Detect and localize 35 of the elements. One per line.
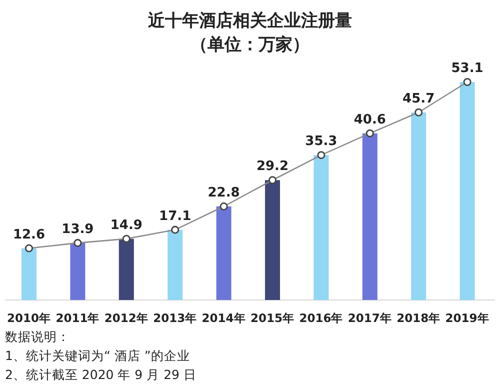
bar (265, 180, 280, 300)
bar (216, 206, 232, 300)
x-tick-label: 2012年 (104, 311, 148, 325)
text: 1、统计关键词为“ 酒店 ”的企业 (5, 348, 190, 363)
x-tick-label: 2011年 (56, 311, 100, 325)
data-label: 40.6 (354, 112, 386, 128)
bar (314, 155, 329, 300)
data-label: 29.2 (256, 159, 289, 174)
text: 2、统计截至 2020 年 9 月 29 日 (5, 367, 196, 382)
bar (22, 248, 36, 300)
data-label: 12.6 (12, 227, 46, 242)
bar (411, 112, 426, 300)
bar (70, 242, 86, 300)
bar (362, 133, 378, 300)
x-tick-label: 2017年 (348, 311, 392, 325)
bar (168, 230, 183, 300)
text: 数据说明： (5, 329, 70, 344)
data-label: 35.3 (305, 134, 338, 150)
data-label: 17.1 (159, 208, 192, 224)
x-tick-label: 2014年 (202, 311, 246, 325)
data-label: 53.1 (451, 61, 484, 76)
data-label: 22.8 (208, 185, 240, 200)
data-label: 14.9 (110, 218, 142, 233)
data-label: 13.9 (62, 222, 94, 237)
x-tick-label: 2013年 (153, 311, 198, 325)
x-tick-label: 2015年 (250, 311, 295, 325)
bar (118, 238, 134, 300)
chart-title: 近十年酒店相关企业注册量 (147, 11, 352, 31)
chart-subtitle: （单位：万家） (190, 35, 310, 55)
data-label: 45.7 (402, 91, 435, 106)
bar (460, 82, 475, 300)
x-tick-label: 2018年 (396, 311, 441, 325)
x-tick-label: 2010年 (6, 311, 52, 325)
x-tick-label: 2016年 (299, 311, 344, 325)
x-tick-label: 2019年 (445, 311, 490, 325)
